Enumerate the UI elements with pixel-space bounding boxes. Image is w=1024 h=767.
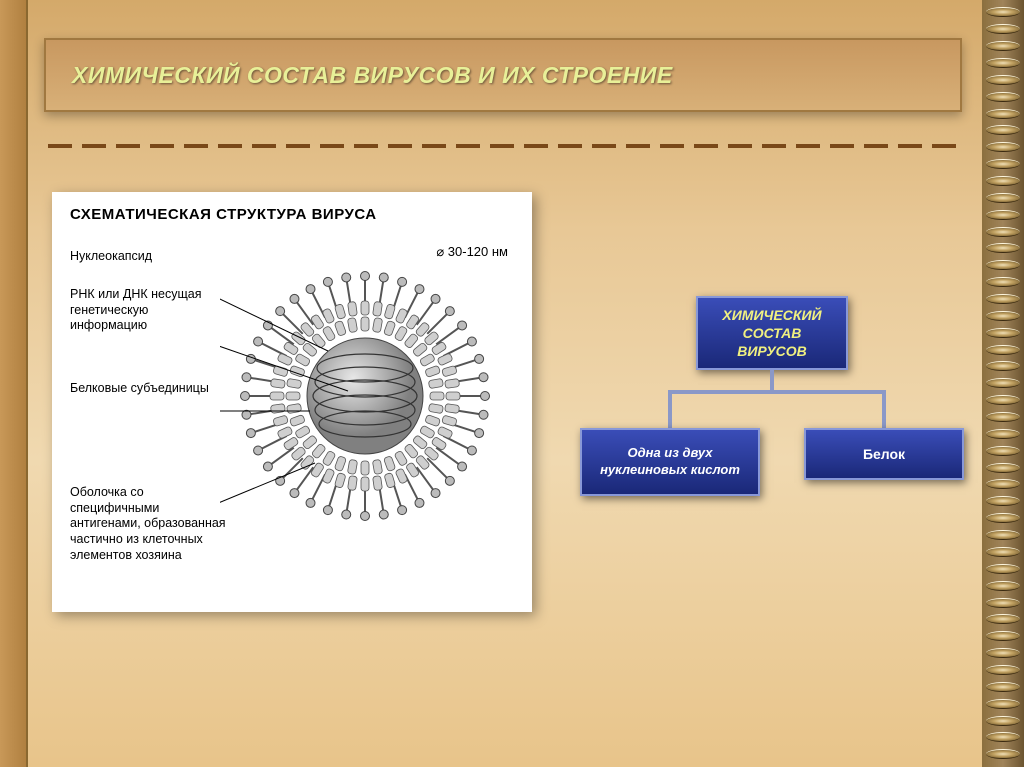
label-rna-dna: РНК или ДНК несущая генетическую информа… (70, 287, 220, 334)
flow-connector (668, 390, 886, 394)
spiral-binding (982, 0, 1024, 767)
label-subunits: Белковые субъединицы (70, 381, 220, 397)
virus-diagram-title: СХЕМАТИЧЕСКАЯ СТРУКТУРА ВИРУСА (70, 206, 514, 223)
flow-child-nucleic: Одна из двух нуклеиновых кислот (580, 428, 760, 496)
label-nucleocapsid: Нуклеокапсид (70, 249, 220, 265)
virus-structure-panel: СХЕМАТИЧЕСКАЯ СТРУКТУРА ВИРУСА ⌀ 30-120 … (52, 192, 532, 612)
flow-root-label: ХИМИЧЕСКИЙ СОСТАВ ВИРУСОВ (708, 306, 836, 361)
title-banner: ХИМИЧЕСКИЙ СОСТАВ ВИРУСОВ И ИХ СТРОЕНИЕ (44, 38, 962, 112)
label-envelope: Оболочка со специфичными антигенами, обр… (70, 485, 230, 563)
flow-root-box: ХИМИЧЕСКИЙ СОСТАВ ВИРУСОВ (696, 296, 848, 370)
page-edge-decor (0, 0, 28, 767)
virus-illustration (220, 251, 510, 541)
flow-connector (770, 370, 774, 390)
flow-child-protein: Белок (804, 428, 964, 480)
flow-connector (882, 390, 886, 428)
flow-connector (668, 390, 672, 428)
page-title: ХИМИЧЕСКИЙ СОСТАВ ВИРУСОВ И ИХ СТРОЕНИЕ (72, 62, 673, 89)
flow-child2-label: Белок (863, 446, 905, 462)
dashed-separator (48, 144, 958, 148)
flow-child1-label: Одна из двух нуклеиновых кислот (592, 445, 748, 479)
